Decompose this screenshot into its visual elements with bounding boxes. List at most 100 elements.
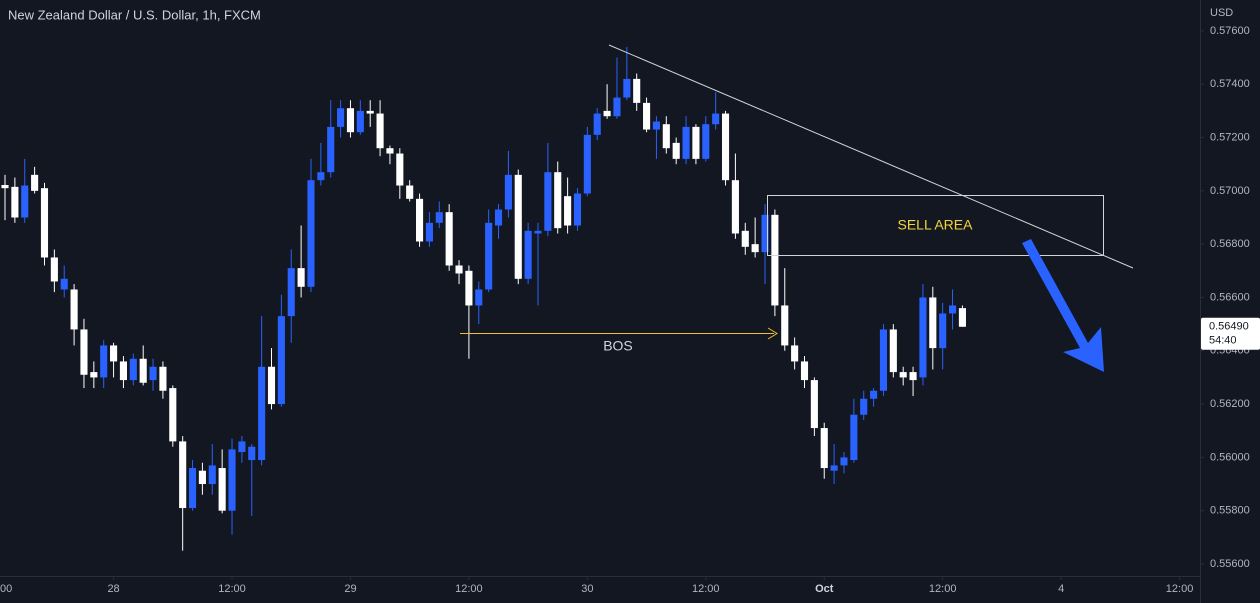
candle-body (159, 366, 167, 391)
last-price-tag (1201, 317, 1260, 350)
x-tick-label: 4 (1058, 583, 1064, 595)
candle-body (366, 110, 374, 114)
x-tick-label: 12:00 (929, 583, 957, 595)
candle-body (169, 388, 177, 442)
candle-body (425, 222, 433, 242)
candle-body (889, 329, 897, 373)
candle-body (40, 188, 49, 258)
candle-body (771, 214, 779, 306)
x-tick-label: 12:00 (218, 583, 246, 595)
countdown-label: 54:40 (1209, 335, 1237, 347)
candle-body (761, 214, 769, 253)
candle-body (554, 172, 562, 229)
y-tick-label: 0.57000 (1210, 185, 1250, 197)
candle-body (860, 398, 868, 415)
y-tick-label: 0.57400 (1210, 78, 1250, 90)
candle-body (337, 108, 345, 127)
candle-body (623, 78, 631, 98)
candle-body (297, 268, 305, 287)
candle-body (475, 289, 483, 306)
candle-body (564, 196, 572, 226)
y-tick-label: 0.56000 (1210, 451, 1250, 463)
candle-body (741, 230, 749, 247)
sell-area-box (767, 195, 1104, 256)
candle-body (643, 102, 651, 130)
candle-body (504, 174, 512, 210)
candle-body (218, 468, 226, 511)
x-tick-label: 28 (107, 583, 119, 595)
y-tick-label: 0.56600 (1210, 291, 1250, 303)
candle-body (228, 449, 236, 511)
candle-body (721, 113, 730, 181)
candle-body (810, 380, 818, 429)
x-tick-label: 12:00 (455, 583, 483, 595)
candle-body (356, 110, 364, 133)
candle-body (149, 366, 157, 381)
candle-body (386, 148, 394, 154)
candle-body (396, 153, 404, 186)
candle-body (80, 329, 88, 375)
candle-body (445, 212, 453, 266)
bos-arrowhead (767, 327, 778, 340)
candle-body (712, 113, 720, 125)
x-tick-label: Oct (815, 583, 834, 595)
price-axis-unit: USD (1210, 7, 1233, 19)
chart-title: New Zealand Dollar / U.S. Dollar, 1h, FX… (8, 7, 261, 22)
x-tick-label: 00 (0, 583, 12, 595)
y-tick-label: 0.56800 (1210, 238, 1250, 250)
candle-body (119, 361, 128, 381)
candle-body (188, 468, 197, 509)
candle-body (633, 78, 641, 103)
y-tick-label: 0.57200 (1210, 131, 1250, 143)
candle-body (287, 268, 295, 317)
candle-body (583, 134, 591, 194)
candle-body (870, 390, 878, 399)
y-tick-label: 0.55800 (1210, 505, 1250, 517)
candle-body (238, 441, 246, 453)
candle-body (544, 172, 552, 231)
candle-body (603, 110, 611, 117)
candle-body (613, 97, 621, 117)
candle-body (534, 230, 542, 234)
x-tick-label: 29 (344, 583, 356, 595)
y-tick-label: 0.55600 (1210, 558, 1250, 570)
candle-body (791, 345, 799, 362)
y-tick-label: 0.57600 (1210, 25, 1250, 37)
x-tick-label: 12:00 (692, 583, 720, 595)
candle-body (346, 108, 355, 133)
candle-body (70, 289, 78, 330)
candle-body (267, 366, 276, 405)
candle-body (751, 244, 759, 253)
candle-body (317, 172, 325, 181)
candle-body (21, 185, 29, 218)
candle-body (31, 174, 39, 191)
candle-body (327, 126, 335, 173)
candle-body (800, 361, 809, 381)
candle-body (524, 230, 532, 279)
candle-body (919, 297, 927, 378)
candle-body (11, 186, 19, 218)
candle-body (820, 428, 828, 469)
candle-body (830, 465, 838, 471)
candle-body (307, 180, 315, 287)
candle-body (416, 198, 424, 242)
candle-body (702, 124, 710, 159)
candle-body (485, 222, 493, 290)
candle-body (465, 270, 473, 306)
candle-body (198, 470, 206, 485)
candle-body (958, 308, 966, 327)
candle-body (672, 142, 680, 159)
candle-body (100, 345, 108, 378)
candle-body (90, 372, 98, 378)
candle-body (593, 113, 601, 135)
candle-body (406, 185, 414, 199)
candle-body (731, 180, 739, 234)
candle-body (258, 366, 266, 461)
x-tick-label: 30 (581, 583, 593, 595)
candle-body (850, 414, 858, 461)
y-tick-label: 0.56200 (1210, 398, 1250, 410)
candle-body (50, 257, 58, 282)
candle-body (662, 124, 670, 149)
